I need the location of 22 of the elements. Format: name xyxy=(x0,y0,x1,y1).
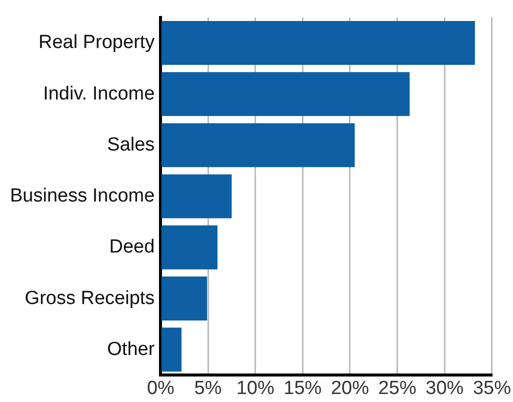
x-tick-label: 20% xyxy=(330,378,370,399)
y-tick-label: Deed xyxy=(109,236,155,258)
bar xyxy=(161,174,232,218)
x-tick-label: 35% xyxy=(472,378,512,399)
y-tick-label: Sales xyxy=(107,134,155,156)
bar xyxy=(161,328,182,372)
x-tick-label: 30% xyxy=(426,378,464,399)
y-tick-label: Real Property xyxy=(38,32,156,54)
bar xyxy=(161,72,410,116)
y-tick-label: Other xyxy=(107,338,156,360)
x-tick-label: 0% xyxy=(146,378,175,399)
y-tick-label: Indiv. Income xyxy=(43,83,155,104)
x-tick-label: 10% xyxy=(236,378,274,399)
x-tick-label: 25% xyxy=(378,378,416,399)
y-tick-label: Business Income xyxy=(10,186,155,207)
bar xyxy=(161,20,475,65)
bar xyxy=(161,276,208,321)
bar xyxy=(161,225,218,270)
bar xyxy=(161,123,355,168)
y-tick-label: Gross Receipts xyxy=(24,288,155,309)
x-tick-label: 15% xyxy=(284,378,322,399)
x-tick-label: 5% xyxy=(194,378,222,399)
